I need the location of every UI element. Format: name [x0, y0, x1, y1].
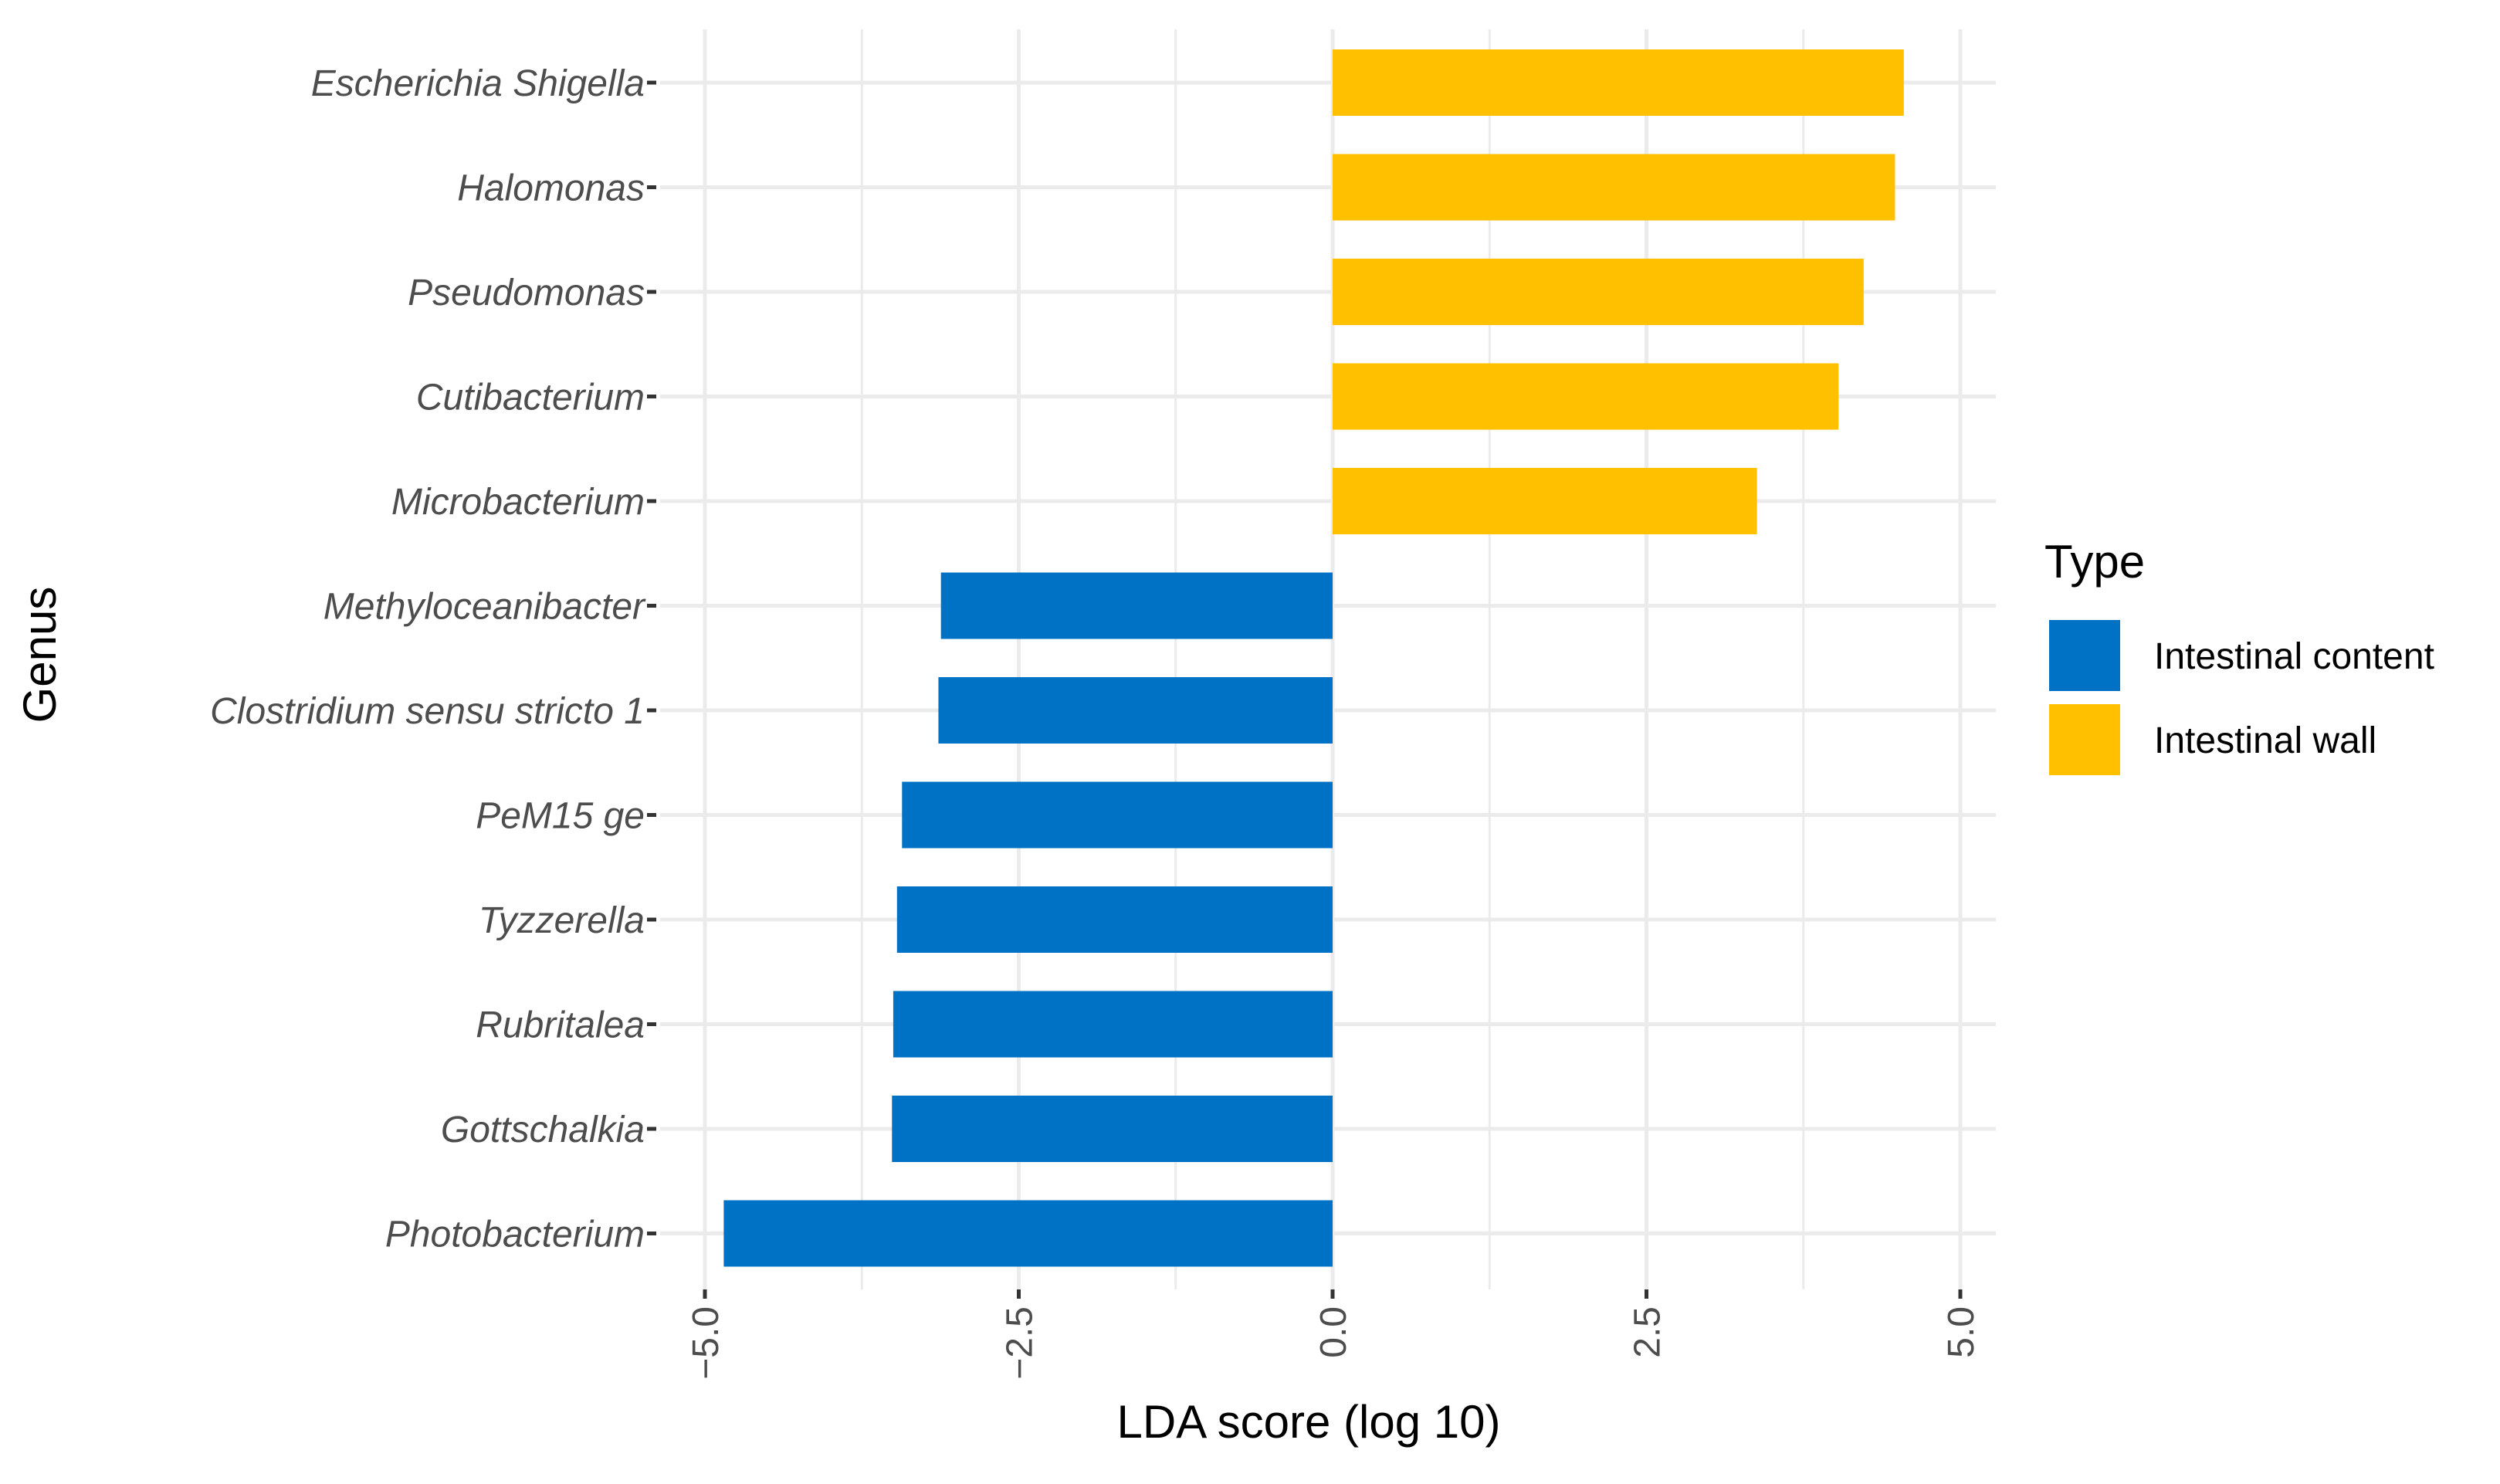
legend-entries: Intestinal content Intestinal wall: [2049, 620, 2434, 775]
y-axis-title: Genus: [14, 587, 66, 723]
bar-tyzzerella: [896, 886, 1333, 953]
x-tick-label: −5.0: [686, 1306, 727, 1380]
x-tick-label: 0.0: [1313, 1306, 1354, 1358]
y-tick-label: Photobacterium: [385, 1215, 645, 1255]
y-tick-label: Halomonas: [457, 168, 645, 209]
y-tick-label: Escherichia Shigella: [311, 63, 645, 104]
legend: Type Intestinal content Intestinal wall: [2044, 536, 2434, 775]
bar-escherichia-shigella: [1333, 49, 1904, 116]
y-axis-ticks: Escherichia Shigella Halomonas Pseudomonas…: [210, 63, 656, 1255]
bar-photobacterium: [723, 1200, 1333, 1267]
y-tick-label: Clostridium sensu stricto 1: [210, 691, 645, 732]
bar-methyloceanibacter: [940, 572, 1333, 639]
bar-rubritalea: [893, 991, 1333, 1058]
legend-label: Intestinal content: [2154, 636, 2434, 677]
y-tick-label: Pseudomonas: [408, 273, 645, 313]
bar-pseudomonas: [1333, 259, 1864, 325]
bar-pem15-ge: [902, 781, 1333, 849]
bar-microbacterium: [1333, 468, 1757, 534]
bar-cutibacterium: [1333, 363, 1839, 430]
y-tick-label: Microbacterium: [391, 482, 645, 523]
x-tick-label: 2.5: [1628, 1306, 1668, 1358]
y-tick-label: Tyzzerella: [479, 900, 645, 941]
x-tick-label: 5.0: [1941, 1306, 1982, 1358]
bar-clostridium-sensu-stricto-1: [938, 677, 1333, 744]
bar-gottschalkia: [892, 1096, 1333, 1162]
y-tick-label: Gottschalkia: [441, 1110, 645, 1150]
bars: [723, 49, 1904, 1267]
y-tick-label: PeM15 ge: [476, 796, 645, 837]
legend-title: Type: [2044, 536, 2145, 588]
x-axis-ticks: −5.0 −2.5 0.0 2.5 5.0: [686, 1289, 1982, 1380]
legend-swatch: [2049, 704, 2120, 775]
legend-label: Intestinal wall: [2154, 720, 2376, 761]
y-tick-label: Rubritalea: [476, 1005, 645, 1046]
legend-swatch: [2049, 620, 2120, 691]
y-tick-label: Cutibacterium: [416, 378, 645, 418]
y-tick-label: Methyloceanibacter: [324, 587, 646, 628]
bar-halomonas: [1333, 154, 1895, 221]
x-axis-title: LDA score (log 10): [1117, 1396, 1501, 1448]
x-tick-label: −2.5: [1000, 1306, 1041, 1380]
